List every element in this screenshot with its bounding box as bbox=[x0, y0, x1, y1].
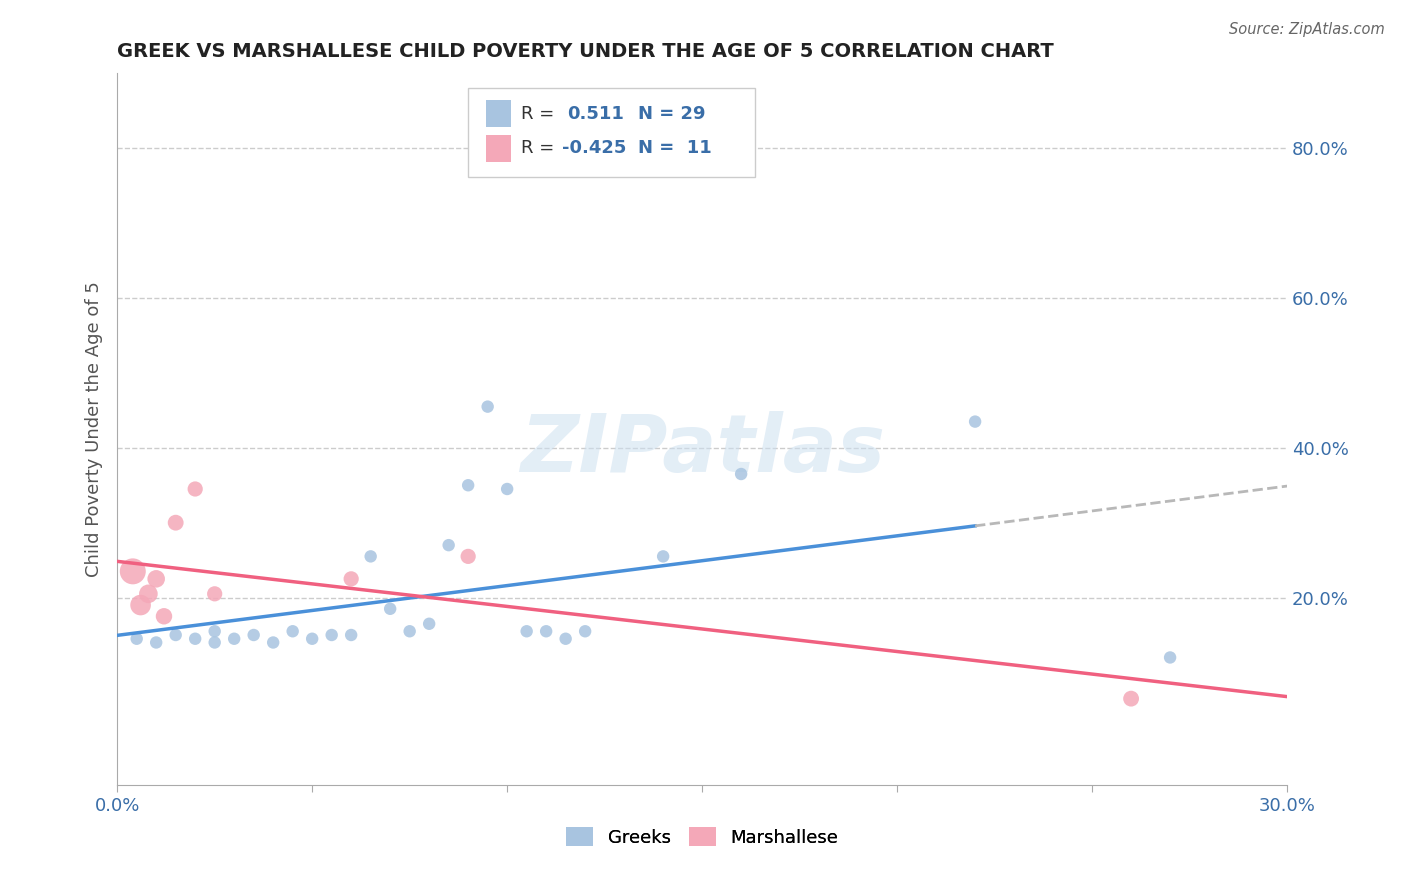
Point bbox=[534, 624, 557, 639]
Point bbox=[437, 538, 460, 552]
FancyBboxPatch shape bbox=[485, 101, 512, 128]
Point bbox=[224, 632, 246, 646]
Point bbox=[730, 467, 752, 481]
Point bbox=[204, 635, 226, 649]
Point bbox=[457, 549, 479, 564]
FancyBboxPatch shape bbox=[485, 135, 512, 161]
Point bbox=[204, 587, 226, 601]
Point bbox=[418, 616, 440, 631]
Point bbox=[121, 565, 143, 579]
Text: 0.511: 0.511 bbox=[568, 105, 624, 123]
Point bbox=[321, 628, 343, 642]
Point bbox=[281, 624, 304, 639]
Point bbox=[340, 572, 363, 586]
Text: R =: R = bbox=[520, 105, 554, 123]
Point bbox=[153, 609, 176, 624]
Point bbox=[301, 632, 323, 646]
Point bbox=[184, 482, 207, 496]
Text: -0.425: -0.425 bbox=[562, 139, 626, 157]
Y-axis label: Child Poverty Under the Age of 5: Child Poverty Under the Age of 5 bbox=[86, 281, 103, 577]
Point bbox=[516, 624, 538, 639]
Point bbox=[204, 624, 226, 639]
Point bbox=[165, 516, 187, 530]
Point bbox=[398, 624, 420, 639]
Point bbox=[1159, 650, 1181, 665]
Point bbox=[378, 602, 401, 616]
Point bbox=[138, 587, 160, 601]
Text: ZIPatlas: ZIPatlas bbox=[520, 411, 884, 490]
Point bbox=[477, 400, 499, 414]
Point bbox=[129, 598, 152, 612]
Text: N = 29: N = 29 bbox=[638, 105, 706, 123]
Point bbox=[145, 635, 167, 649]
Point bbox=[125, 632, 148, 646]
Point bbox=[184, 632, 207, 646]
Point bbox=[652, 549, 675, 564]
Legend: Greeks, Marshallese: Greeks, Marshallese bbox=[560, 820, 845, 854]
Point bbox=[554, 632, 576, 646]
Text: N =  11: N = 11 bbox=[638, 139, 711, 157]
Point bbox=[574, 624, 596, 639]
Point bbox=[340, 628, 363, 642]
Text: R =: R = bbox=[520, 139, 554, 157]
Point bbox=[165, 628, 187, 642]
Point bbox=[145, 572, 167, 586]
Point bbox=[262, 635, 284, 649]
FancyBboxPatch shape bbox=[468, 87, 755, 177]
Point bbox=[1119, 691, 1142, 706]
Point bbox=[496, 482, 519, 496]
Point bbox=[457, 478, 479, 492]
Text: GREEK VS MARSHALLESE CHILD POVERTY UNDER THE AGE OF 5 CORRELATION CHART: GREEK VS MARSHALLESE CHILD POVERTY UNDER… bbox=[117, 42, 1054, 61]
Point bbox=[360, 549, 382, 564]
Point bbox=[965, 415, 987, 429]
Point bbox=[242, 628, 264, 642]
Text: Source: ZipAtlas.com: Source: ZipAtlas.com bbox=[1229, 22, 1385, 37]
